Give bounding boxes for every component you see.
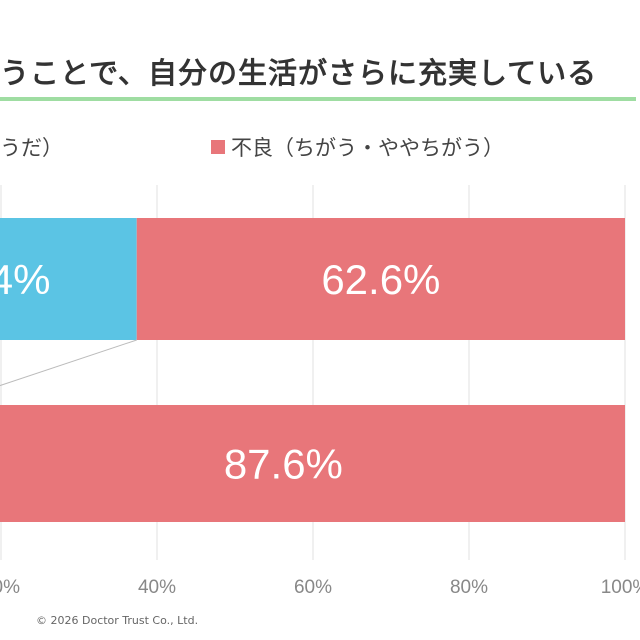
legend-swatch (211, 140, 225, 154)
x-tick-label: 40% (138, 577, 176, 598)
legend-label: うだ） (0, 136, 63, 160)
series-connector-line (0, 339, 137, 387)
chart-title: うことで、自分の生活がさらに充実している (0, 56, 598, 90)
legend-item-bad: 不良（ちがう・ややちがう） (211, 132, 504, 162)
copyright: © 2026 Doctor Trust Co., Ltd. (36, 614, 199, 627)
data-label: 62.6% (321, 256, 440, 303)
title-underline (0, 97, 636, 101)
data-label: 37.4% (0, 256, 50, 303)
data-label: 87.6% (224, 441, 343, 488)
bar-segment (136, 218, 625, 340)
legend-item-good: うだ） (0, 132, 63, 162)
x-tick-label: 80% (450, 577, 488, 598)
x-tick-label: 100% (601, 577, 640, 598)
x-tick-label: 60% (294, 577, 332, 598)
legend-label: 不良（ちがう・ややちがう） (231, 136, 504, 160)
x-tick-label: 20% (0, 577, 20, 598)
bar-segment (0, 218, 137, 340)
bar-segment (0, 405, 626, 522)
